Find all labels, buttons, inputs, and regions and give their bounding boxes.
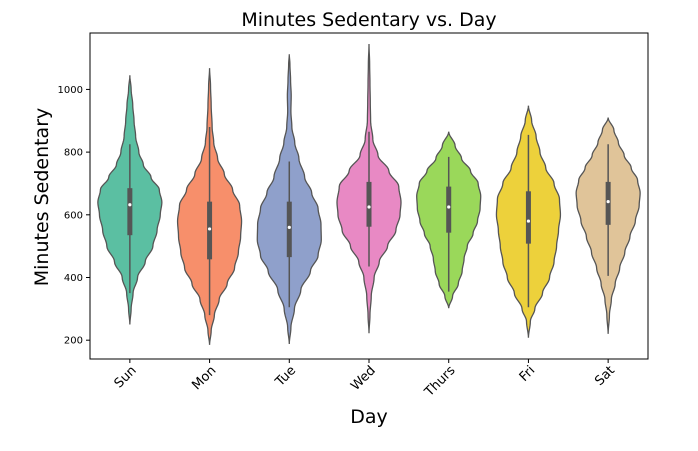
median-point: [447, 205, 451, 209]
iqr-box: [605, 181, 611, 225]
violin-mon: [176, 68, 243, 345]
x-tick-label: Mon: [189, 363, 219, 393]
median-point: [367, 205, 371, 209]
violin-sat: [575, 117, 641, 334]
iqr-box: [127, 188, 133, 236]
y-axis-label: Minutes Sedentary: [31, 108, 53, 287]
x-tick-label: Fri: [517, 363, 539, 385]
median-point: [526, 219, 531, 223]
median-point: [128, 203, 132, 207]
violin-tue: [256, 54, 322, 344]
iqr-box: [525, 191, 531, 244]
y-tick-label: 1000: [58, 85, 83, 96]
iqr-box: [446, 186, 452, 233]
median-point: [606, 200, 610, 204]
violin-thurs: [416, 131, 482, 309]
x-tick-label: Tue: [272, 363, 299, 390]
violin-fri: [495, 105, 562, 338]
violin-sun: [97, 75, 163, 325]
iqr-box: [366, 181, 372, 227]
chart-title: Minutes Sedentary vs. Day: [241, 9, 496, 31]
x-axis-label: Day: [350, 406, 388, 428]
x-tick-label: Thurs: [421, 363, 458, 400]
x-tick-label: Sat: [592, 363, 618, 389]
y-tick-label: 800: [64, 148, 83, 159]
y-tick-label: 200: [64, 336, 83, 347]
y-tick-label: 400: [64, 273, 83, 284]
x-axis: Sun Mon Tue Wed Thurs Fri Sat: [112, 359, 618, 400]
y-axis: 200 400 600 800 1000: [58, 85, 90, 347]
median-point: [287, 225, 291, 229]
y-tick-label: 600: [64, 210, 83, 221]
iqr-box: [286, 201, 292, 258]
x-tick-label: Wed: [348, 363, 379, 394]
violin-wed: [336, 43, 402, 334]
violins: [97, 43, 641, 345]
x-tick-label: Sun: [112, 363, 140, 391]
median-point: [207, 227, 212, 231]
